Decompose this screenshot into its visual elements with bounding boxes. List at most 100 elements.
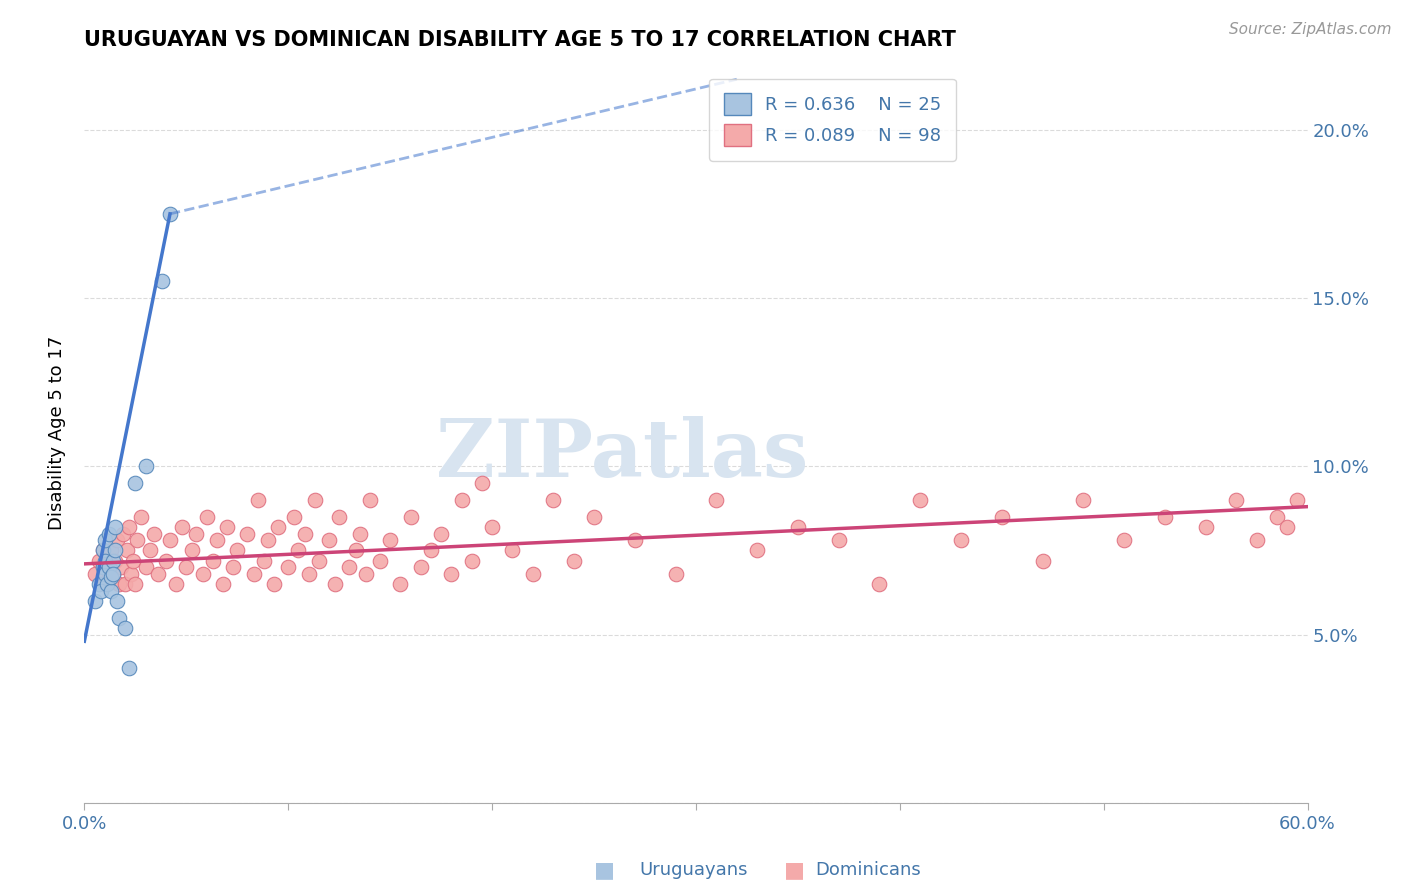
Text: URUGUAYAN VS DOMINICAN DISABILITY AGE 5 TO 17 CORRELATION CHART: URUGUAYAN VS DOMINICAN DISABILITY AGE 5 … xyxy=(84,29,956,50)
Point xyxy=(409,560,432,574)
Text: Dominicans: Dominicans xyxy=(815,861,921,879)
Point xyxy=(339,560,361,574)
Point xyxy=(222,560,245,574)
Point xyxy=(105,594,128,608)
Point xyxy=(118,520,141,534)
Point xyxy=(1265,509,1288,524)
Point xyxy=(354,566,377,581)
Point xyxy=(461,553,484,567)
Text: ■: ■ xyxy=(785,860,804,880)
Point xyxy=(665,566,688,581)
Point xyxy=(217,520,239,534)
Point xyxy=(226,543,249,558)
Point xyxy=(114,621,136,635)
Point xyxy=(440,566,463,581)
Point xyxy=(1195,520,1218,534)
Point xyxy=(323,577,346,591)
Point xyxy=(124,476,146,491)
Point xyxy=(155,553,177,567)
Point xyxy=(100,543,122,558)
Point xyxy=(277,560,299,574)
Point xyxy=(87,577,110,591)
Point xyxy=(298,566,321,581)
Legend: R = 0.636    N = 25, R = 0.089    N = 98: R = 0.636 N = 25, R = 0.089 N = 98 xyxy=(710,78,956,161)
Point xyxy=(138,543,160,558)
Point xyxy=(93,533,115,548)
Point xyxy=(380,533,402,548)
Point xyxy=(191,566,214,581)
Point xyxy=(368,553,391,567)
Point xyxy=(150,274,173,288)
Y-axis label: Disability Age 5 to 17: Disability Age 5 to 17 xyxy=(48,335,66,530)
Point xyxy=(318,533,340,548)
Point xyxy=(359,492,381,507)
Point xyxy=(1246,533,1268,548)
Point xyxy=(1032,553,1054,567)
Point xyxy=(1114,533,1136,548)
Point xyxy=(142,526,165,541)
Point xyxy=(263,577,285,591)
Point xyxy=(122,553,145,567)
Point xyxy=(146,566,169,581)
Point xyxy=(195,509,218,524)
Point xyxy=(236,526,259,541)
Text: Source: ZipAtlas.com: Source: ZipAtlas.com xyxy=(1229,22,1392,37)
Point xyxy=(294,526,316,541)
Point xyxy=(101,553,124,567)
Point xyxy=(522,566,544,581)
Point xyxy=(101,566,124,581)
Point xyxy=(201,553,224,567)
Point xyxy=(910,492,932,507)
Point xyxy=(950,533,973,548)
Point xyxy=(118,661,141,675)
Point xyxy=(450,492,472,507)
Point xyxy=(159,207,181,221)
Point xyxy=(93,577,115,591)
Point xyxy=(93,553,115,567)
Point xyxy=(1277,520,1299,534)
Point xyxy=(83,594,105,608)
Point xyxy=(104,543,127,558)
Point xyxy=(543,492,565,507)
Point xyxy=(212,577,235,591)
Point xyxy=(90,583,112,598)
Point xyxy=(100,583,122,598)
Point xyxy=(583,509,606,524)
Point xyxy=(120,566,142,581)
Point xyxy=(91,543,114,558)
Point xyxy=(186,526,208,541)
Point xyxy=(389,577,412,591)
Point xyxy=(308,553,330,567)
Point xyxy=(624,533,647,548)
Point xyxy=(97,526,120,541)
Point xyxy=(115,543,138,558)
Point xyxy=(104,520,127,534)
Point xyxy=(828,533,851,548)
Point xyxy=(114,577,136,591)
Point xyxy=(83,566,105,581)
Point xyxy=(283,509,305,524)
Point xyxy=(135,459,157,474)
Point xyxy=(181,543,204,558)
Point xyxy=(242,566,264,581)
Point xyxy=(101,566,124,581)
Point xyxy=(174,560,197,574)
Point xyxy=(91,560,114,574)
Point xyxy=(991,509,1014,524)
Point xyxy=(257,533,280,548)
Point xyxy=(304,492,326,507)
Point xyxy=(131,509,153,524)
Point xyxy=(747,543,769,558)
Point xyxy=(1154,509,1177,524)
Point xyxy=(562,553,585,567)
Point xyxy=(124,577,146,591)
Point xyxy=(869,577,891,591)
Point xyxy=(127,533,149,548)
Point xyxy=(430,526,453,541)
Text: ZIPatlas: ZIPatlas xyxy=(436,416,808,494)
Point xyxy=(112,526,135,541)
Point xyxy=(100,570,122,584)
Point xyxy=(159,533,181,548)
Point xyxy=(93,566,115,581)
Point xyxy=(706,492,728,507)
